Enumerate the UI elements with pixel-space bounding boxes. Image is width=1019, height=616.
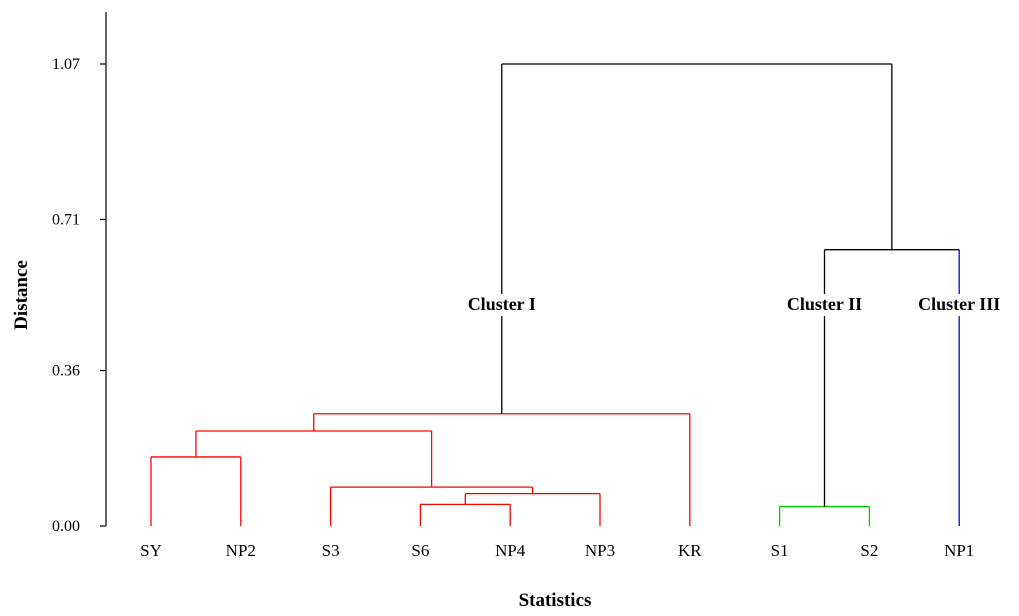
y-tick-label: 0.36 bbox=[52, 363, 80, 380]
y-tick-label: 1.07 bbox=[52, 56, 80, 73]
leaf-label: S6 bbox=[411, 541, 429, 560]
leaf-label: NP1 bbox=[944, 541, 974, 560]
cluster-label: Cluster III bbox=[918, 294, 1000, 314]
cluster-label: Cluster I bbox=[468, 294, 536, 314]
leaf-label: S2 bbox=[860, 541, 878, 560]
y-axis-title: Distance bbox=[11, 260, 32, 330]
axes: 0.00 0.36 0.71 1.07 Distance Statistics bbox=[11, 12, 591, 611]
leaf-label: S1 bbox=[771, 541, 789, 560]
leaf-label: NP4 bbox=[495, 541, 526, 560]
y-tick-label: 0.71 bbox=[52, 211, 80, 228]
cluster-label: Cluster II bbox=[787, 294, 862, 314]
cluster-label-bg bbox=[901, 294, 1017, 317]
x-axis-title: Statistics bbox=[519, 590, 592, 611]
leaf-label: KR bbox=[678, 541, 702, 560]
leaf-label: SY bbox=[140, 541, 162, 560]
cluster-label-bg bbox=[772, 294, 877, 317]
leaf-label: S3 bbox=[322, 541, 340, 560]
leaf-label: NP3 bbox=[585, 541, 615, 560]
leaf-label: NP2 bbox=[226, 541, 256, 560]
y-tick-label: 0.00 bbox=[52, 518, 80, 535]
labels: SY NP2 S3 S6 NP4 NP3 KR S1 S2 NP1 Cluster I Cluster… bbox=[140, 294, 1017, 560]
cluster-label-bg bbox=[454, 294, 550, 317]
